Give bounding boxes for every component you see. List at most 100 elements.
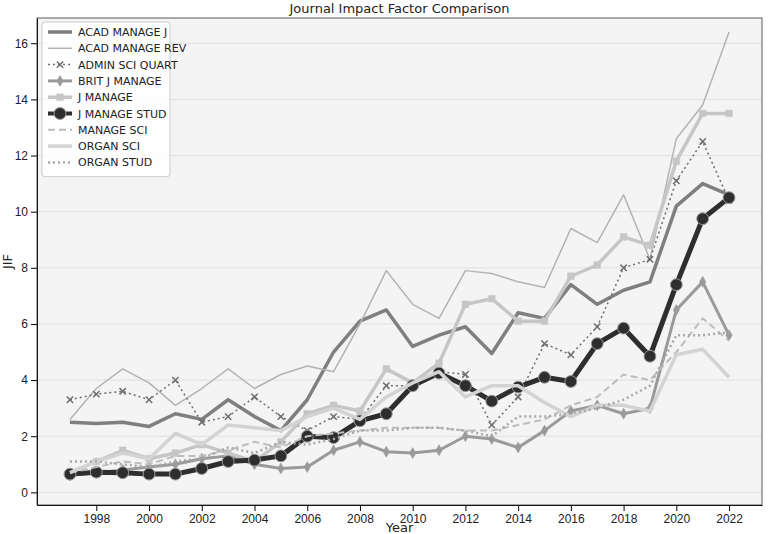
series-line xyxy=(70,318,729,472)
y-tick-mark xyxy=(31,268,37,269)
y-tick-mark xyxy=(31,436,37,437)
x-tick-mark xyxy=(96,505,97,511)
data-point xyxy=(647,242,654,249)
data-point xyxy=(330,445,336,456)
y-tick-label: 12 xyxy=(15,149,29,163)
data-point xyxy=(169,468,181,480)
x-tick-label: 2022 xyxy=(716,512,743,526)
data-point xyxy=(278,438,285,445)
x-tick: 2016 xyxy=(558,505,585,526)
data-point xyxy=(699,110,706,117)
data-point xyxy=(383,446,389,457)
data-point xyxy=(620,408,626,419)
x-tick-label: 2016 xyxy=(558,512,585,526)
x-tick-mark xyxy=(202,505,203,511)
y-tick-mark xyxy=(31,156,37,157)
series-line xyxy=(70,349,729,473)
legend-line xyxy=(48,161,72,164)
data-point xyxy=(565,376,577,388)
data-point xyxy=(172,377,178,383)
x-tick: 2008 xyxy=(347,505,374,526)
y-tick-label: 6 xyxy=(21,317,28,331)
x-tick-label: 2012 xyxy=(453,512,480,526)
y-tick-label: 14 xyxy=(15,93,29,107)
data-point xyxy=(700,276,706,287)
y-tick: 0 xyxy=(21,486,37,500)
x-tick-mark xyxy=(729,505,730,511)
x-tick-mark xyxy=(413,505,414,511)
legend-label: ACAD MANAGE J xyxy=(78,26,167,39)
y-tick: 4 xyxy=(21,373,37,387)
x-tick-mark xyxy=(255,505,256,511)
data-point xyxy=(618,322,630,334)
y-tick: 14 xyxy=(15,93,37,107)
data-point xyxy=(462,301,469,308)
data-point xyxy=(357,408,364,415)
legend-entry: J MANAGE xyxy=(48,91,133,104)
data-point xyxy=(117,467,129,479)
series-line xyxy=(70,282,729,476)
y-axis-title: JIF xyxy=(0,254,15,270)
data-point xyxy=(568,352,574,358)
legend-label: J MANAGE xyxy=(77,91,133,104)
y-tick: 6 xyxy=(21,317,37,331)
data-point xyxy=(673,158,680,165)
series-line xyxy=(70,142,729,431)
x-tick-mark xyxy=(518,505,519,511)
x-tick-mark xyxy=(571,505,572,511)
y-tick-mark xyxy=(31,380,37,381)
y-tick-mark xyxy=(31,324,37,325)
data-point xyxy=(647,256,653,262)
x-tick: 2006 xyxy=(294,505,321,526)
x-axis-title: Year xyxy=(385,520,414,534)
data-point xyxy=(594,262,601,269)
data-point xyxy=(304,462,310,473)
legend-entry: ORGAN STUD xyxy=(48,156,152,169)
data-point xyxy=(541,340,547,346)
x-tick-label: 2006 xyxy=(294,512,321,526)
data-point xyxy=(249,454,261,466)
data-point xyxy=(541,425,547,436)
legend-entry: ACAD MANAGE REV xyxy=(48,42,187,55)
x-tick: 2012 xyxy=(453,505,480,526)
x-tick-mark xyxy=(360,505,361,511)
x-tick-label: 2000 xyxy=(136,512,163,526)
data-point xyxy=(697,213,709,225)
data-point xyxy=(251,394,257,400)
chart: 1998200020022004200620082010201220142016… xyxy=(0,0,768,534)
data-point xyxy=(120,388,126,394)
data-point xyxy=(275,450,287,462)
x-tick-label: 2004 xyxy=(242,512,269,526)
y-tick: 12 xyxy=(15,149,37,163)
data-point xyxy=(357,436,363,447)
data-point xyxy=(278,463,284,474)
data-point xyxy=(330,413,336,419)
data-point xyxy=(515,442,521,453)
y-tick-label: 10 xyxy=(15,205,29,219)
grid-line xyxy=(37,211,762,212)
legend-label: J MANAGE STUD xyxy=(77,108,167,121)
chart-title: Journal Impact Factor Comparison xyxy=(289,1,510,16)
plot-background xyxy=(37,18,762,505)
x-tick-label: 2008 xyxy=(347,512,374,526)
y-tick-mark xyxy=(31,492,37,493)
x-tick-label: 2018 xyxy=(611,512,638,526)
grid-line xyxy=(37,323,762,324)
y-tick-label: 0 xyxy=(21,486,28,500)
data-point xyxy=(436,445,442,456)
data-point xyxy=(670,279,682,291)
data-point xyxy=(199,419,205,425)
data-point xyxy=(436,360,443,367)
data-point xyxy=(410,448,416,459)
series-line xyxy=(70,332,729,467)
data-point xyxy=(489,422,495,428)
x-tick: 2022 xyxy=(716,505,743,526)
data-point xyxy=(383,366,390,373)
legend-entry: ORGAN SCI xyxy=(48,140,140,153)
legend: ACAD MANAGE JACAD MANAGE REVADMIN SCI QU… xyxy=(42,22,187,177)
y-tick-label: 4 xyxy=(21,373,28,387)
legend-entry: ACAD MANAGE J xyxy=(48,26,167,39)
y-tick: 10 xyxy=(15,205,37,219)
y-tick-mark xyxy=(31,43,37,44)
x-tick-mark xyxy=(676,505,677,511)
